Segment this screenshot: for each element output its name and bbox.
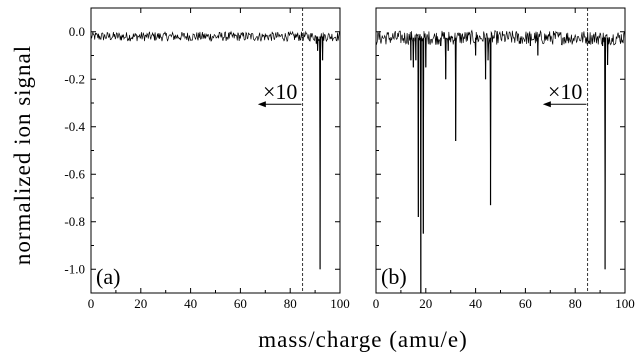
x-tick-label: 80 [284,296,297,311]
signal-trace [90,30,341,270]
y-tick-label: -0.8 [64,214,85,229]
signal-trace [375,29,626,294]
x-tick-label: 0 [88,296,95,311]
x-tick-label: 60 [519,296,532,311]
scale-annotation: ×10 [263,79,297,104]
panel-b: 0 20 40 60 80 100 ×10 (b) [373,7,635,311]
scale-annotation: ×10 [548,79,582,104]
x-tick-label: 100 [330,296,350,311]
y-axis-title: normalized ion signal [10,45,35,265]
y-tick-label: -0.2 [64,71,85,86]
scale-arrowhead [257,101,266,108]
scale-arrowhead [542,101,551,108]
panel-label: (a) [96,264,120,289]
x-tick-label: 60 [234,296,247,311]
x-tick-label: 0 [373,296,380,311]
x-tick-label: 40 [184,296,197,311]
x-axis-title: mass/charge (amu/e) [258,327,468,352]
x-tick-label: 20 [419,296,432,311]
panels-group: 0.0 -0.2 -0.4 -0.6 -0.8 -1.0 0 20 40 60 80 100 ×10 (a… [64,7,635,311]
y-tick-label: -0.6 [64,166,85,181]
x-tick-label: 40 [469,296,482,311]
y-tick-label: -0.4 [64,119,85,134]
x-tick-label: 80 [569,296,582,311]
panel-label: (b) [381,264,407,289]
x-tick-label: 100 [615,296,635,311]
y-tick-label: -1.0 [64,261,85,276]
y-tick-label: 0.0 [69,24,85,39]
x-tick-label: 20 [134,296,147,311]
panel-a: 0 20 40 60 80 100 ×10 (a) [88,7,350,311]
